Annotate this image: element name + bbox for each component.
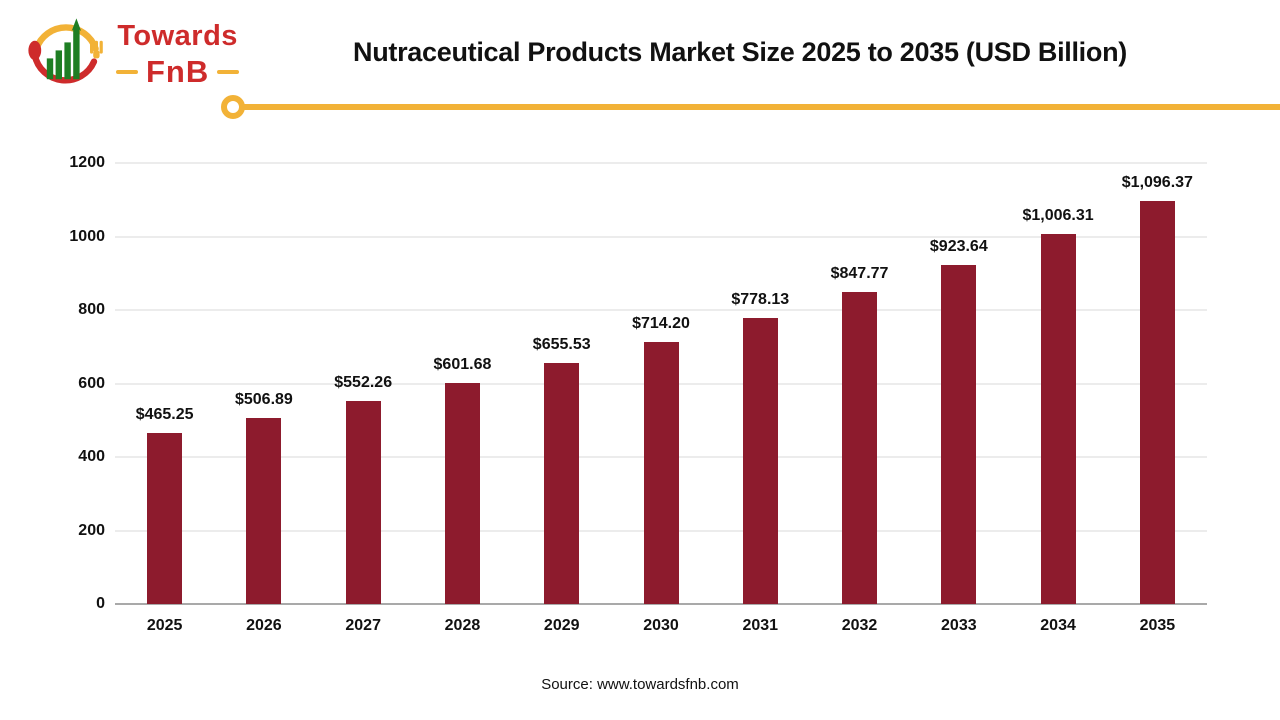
logo-dash-right (217, 69, 240, 74)
bar-2030 (643, 341, 679, 604)
x-tick-label-2026: 2026 (246, 617, 282, 634)
logo-dash-left (116, 69, 138, 74)
bar-value-2034: $1,006.31 (1022, 207, 1094, 225)
x-tick-label-2029: 2029 (543, 617, 580, 634)
bar-value-2031: $778.13 (731, 291, 790, 309)
y-tick-label-1200: 1200 (69, 154, 105, 171)
y-tick-label-0: 0 (96, 595, 105, 612)
x-tick-label-2028: 2028 (444, 617, 481, 634)
logo-towards-label: Towards (117, 20, 238, 52)
y-tick-label-800: 800 (78, 301, 105, 318)
y-tick-label-1000: 1000 (69, 227, 105, 245)
x-axis-line (115, 603, 1207, 605)
x-tick-label-2031: 2031 (742, 617, 779, 634)
x-tick-label-2033: 2033 (941, 617, 977, 634)
bar-2027 (345, 401, 381, 604)
bar-2033 (941, 264, 977, 604)
bar-value-2028: $601.68 (433, 355, 492, 373)
source-note: Source: www.towardsfnb.com (541, 676, 739, 693)
x-tick-label-2030: 2030 (643, 617, 679, 634)
bar-2031 (742, 318, 778, 604)
y-tick-label-200: 200 (78, 521, 105, 539)
bar-2028 (444, 382, 480, 604)
y-tick-label-400: 400 (78, 448, 105, 465)
bar-2026 (246, 417, 282, 604)
bar-value-2029: $655.53 (532, 336, 591, 354)
divider-line (244, 104, 1280, 110)
bar-value-2025: $465.25 (135, 406, 194, 424)
bar-value-2033: $923.64 (929, 237, 988, 255)
x-tick-label-2034: 2034 (1040, 617, 1076, 634)
gridline-800 (115, 309, 1207, 311)
bar-2035 (1139, 201, 1175, 604)
bar-value-2032: $847.77 (830, 265, 889, 283)
bar-value-2035: $1,096.37 (1121, 174, 1193, 192)
logo-fnb-label: FnB (146, 54, 210, 89)
logo-text: Towards FnB (116, 20, 240, 89)
bar-value-2026: $506.89 (234, 390, 293, 408)
gridline-1200 (115, 162, 1207, 164)
bar-value-2027: $552.26 (334, 374, 393, 392)
x-tick-label-2027: 2027 (345, 617, 381, 634)
x-tick-label-2035: 2035 (1139, 617, 1176, 634)
y-tick-label-600: 600 (78, 374, 105, 392)
gridline-1000 (115, 235, 1207, 238)
bar-2032 (842, 292, 878, 604)
x-tick-label-2025: 2025 (146, 617, 183, 634)
bar-2034 (1040, 234, 1076, 604)
divider-ring (221, 95, 245, 119)
bar-2025 (147, 433, 183, 604)
chart-title: Nutraceutical Products Market Size 2025 … (353, 37, 1127, 67)
bar-2029 (544, 363, 580, 604)
towardsfnb-logo: Towards FnB (26, 12, 240, 97)
towardsfnb-logo-icon (26, 12, 106, 97)
x-tick-label-2032: 2032 (841, 617, 878, 634)
bar-value-2030: $714.20 (632, 314, 690, 332)
